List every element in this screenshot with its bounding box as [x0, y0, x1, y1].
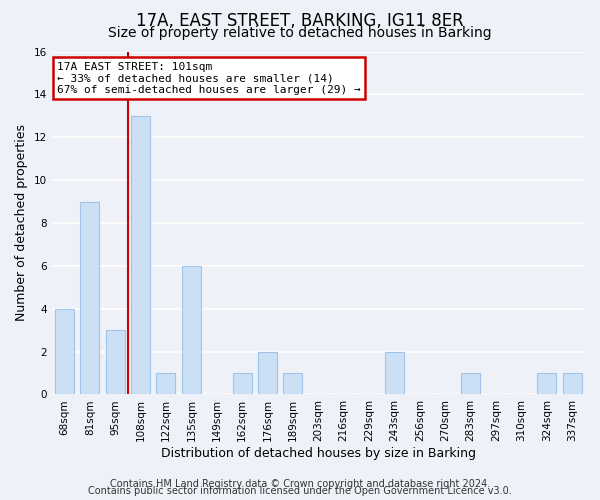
Bar	[55, 308, 74, 394]
Bar	[157, 373, 175, 394]
Text: Contains HM Land Registry data © Crown copyright and database right 2024.: Contains HM Land Registry data © Crown c…	[110, 479, 490, 489]
Bar	[258, 352, 277, 395]
Bar	[131, 116, 150, 394]
Bar	[563, 373, 582, 394]
Text: Contains public sector information licensed under the Open Government Licence v3: Contains public sector information licen…	[88, 486, 512, 496]
Text: 17A EAST STREET: 101sqm
← 33% of detached houses are smaller (14)
67% of semi-de: 17A EAST STREET: 101sqm ← 33% of detache…	[57, 62, 361, 95]
Text: Size of property relative to detached houses in Barking: Size of property relative to detached ho…	[108, 26, 492, 40]
Bar	[80, 202, 99, 394]
Bar	[182, 266, 201, 394]
Y-axis label: Number of detached properties: Number of detached properties	[15, 124, 28, 322]
X-axis label: Distribution of detached houses by size in Barking: Distribution of detached houses by size …	[161, 447, 476, 460]
Bar	[283, 373, 302, 394]
Bar	[538, 373, 556, 394]
Bar	[106, 330, 125, 394]
Text: 17A, EAST STREET, BARKING, IG11 8ER: 17A, EAST STREET, BARKING, IG11 8ER	[136, 12, 464, 30]
Bar	[385, 352, 404, 395]
Bar	[461, 373, 480, 394]
Bar	[233, 373, 251, 394]
